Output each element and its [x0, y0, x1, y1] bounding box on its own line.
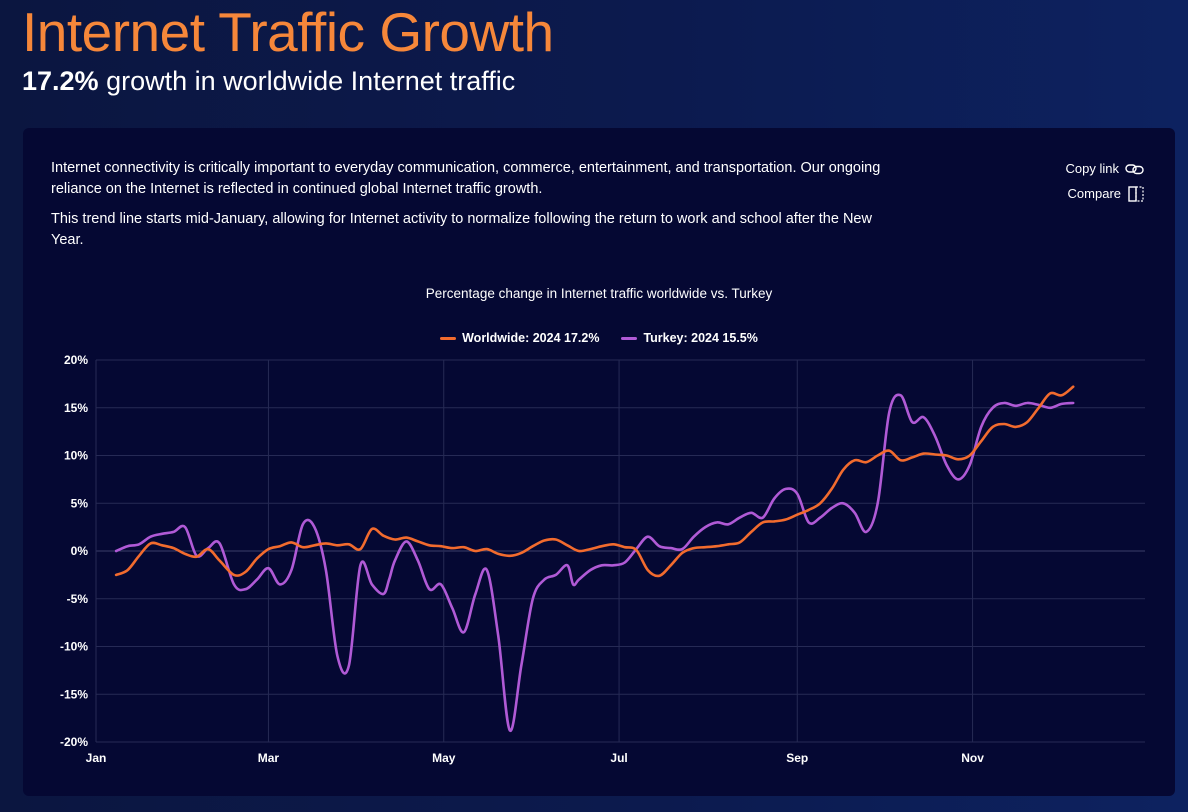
legend-swatch-worldwide — [440, 336, 457, 340]
chart-legend: Worldwide: 2024 17.2% Turkey: 2024 15.5% — [23, 331, 1175, 345]
copy-link-button[interactable]: Copy link — [1066, 156, 1145, 181]
y-tick-label: 20% — [64, 353, 88, 367]
y-tick-label: -20% — [60, 735, 88, 749]
compare-icon — [1127, 185, 1145, 203]
description-paragraph-2: This trend line starts mid-January, allo… — [51, 211, 872, 248]
card-actions: Copy link Compare — [1066, 156, 1145, 206]
chart-series — [114, 385, 1075, 732]
y-tick-label: -5% — [67, 592, 89, 606]
series-line-worldwide — [114, 385, 1075, 578]
traffic-card: Internet connectivity is critically impo… — [23, 128, 1175, 796]
x-tick-label: Nov — [961, 751, 984, 765]
y-tick-label: 10% — [64, 449, 88, 463]
x-tick-label: May — [432, 751, 456, 765]
chart-title: Percentage change in Internet traffic wo… — [425, 286, 773, 301]
subtitle-text: growth in worldwide Internet traffic — [98, 66, 516, 96]
compare-button[interactable]: Compare — [1066, 181, 1145, 206]
chart-axes: 20% 15% 10% 5% 0% -5% -10% -15% -20% Jan Mar May Jul… — [60, 353, 984, 765]
description: Internet connectivity is critically impo… — [51, 158, 881, 260]
legend-label-turkey: Turkey: 2024 15.5% — [643, 331, 758, 345]
legend-label-worldwide: Worldwide: 2024 17.2% — [462, 331, 600, 345]
legend-item-turkey[interactable]: Turkey: 2024 15.5% — [621, 331, 758, 345]
x-tick-label: Sep — [786, 751, 808, 765]
x-tick-label: Jul — [610, 751, 627, 765]
copy-link-label: Copy link — [1065, 161, 1119, 176]
growth-percentage: 17.2% — [22, 66, 99, 96]
page-title: Internet Traffic Growth — [22, 1, 554, 63]
line-chart: 20% 15% 10% 5% 0% -5% -10% -15% -20% Jan Mar May Jul… — [60, 353, 1145, 765]
legend-swatch-turkey — [621, 336, 638, 340]
y-tick-label: -10% — [60, 640, 88, 654]
y-tick-label: 0% — [71, 544, 89, 558]
link-icon — [1125, 162, 1145, 176]
y-tick-label: -15% — [60, 687, 88, 701]
x-tick-label: Mar — [258, 751, 280, 765]
y-tick-label: 5% — [71, 496, 89, 510]
legend-item-worldwide[interactable]: Worldwide: 2024 17.2% — [440, 331, 599, 345]
y-tick-label: 15% — [64, 401, 88, 415]
compare-label: Compare — [1067, 186, 1121, 201]
description-paragraph-1: Internet connectivity is critically impo… — [51, 160, 881, 197]
chart-grid — [95, 359, 1145, 743]
series-line-turkey — [114, 393, 1075, 732]
page-subtitle: 17.2% growth in worldwide Internet traff… — [22, 64, 515, 98]
x-tick-label: Jan — [86, 751, 107, 765]
